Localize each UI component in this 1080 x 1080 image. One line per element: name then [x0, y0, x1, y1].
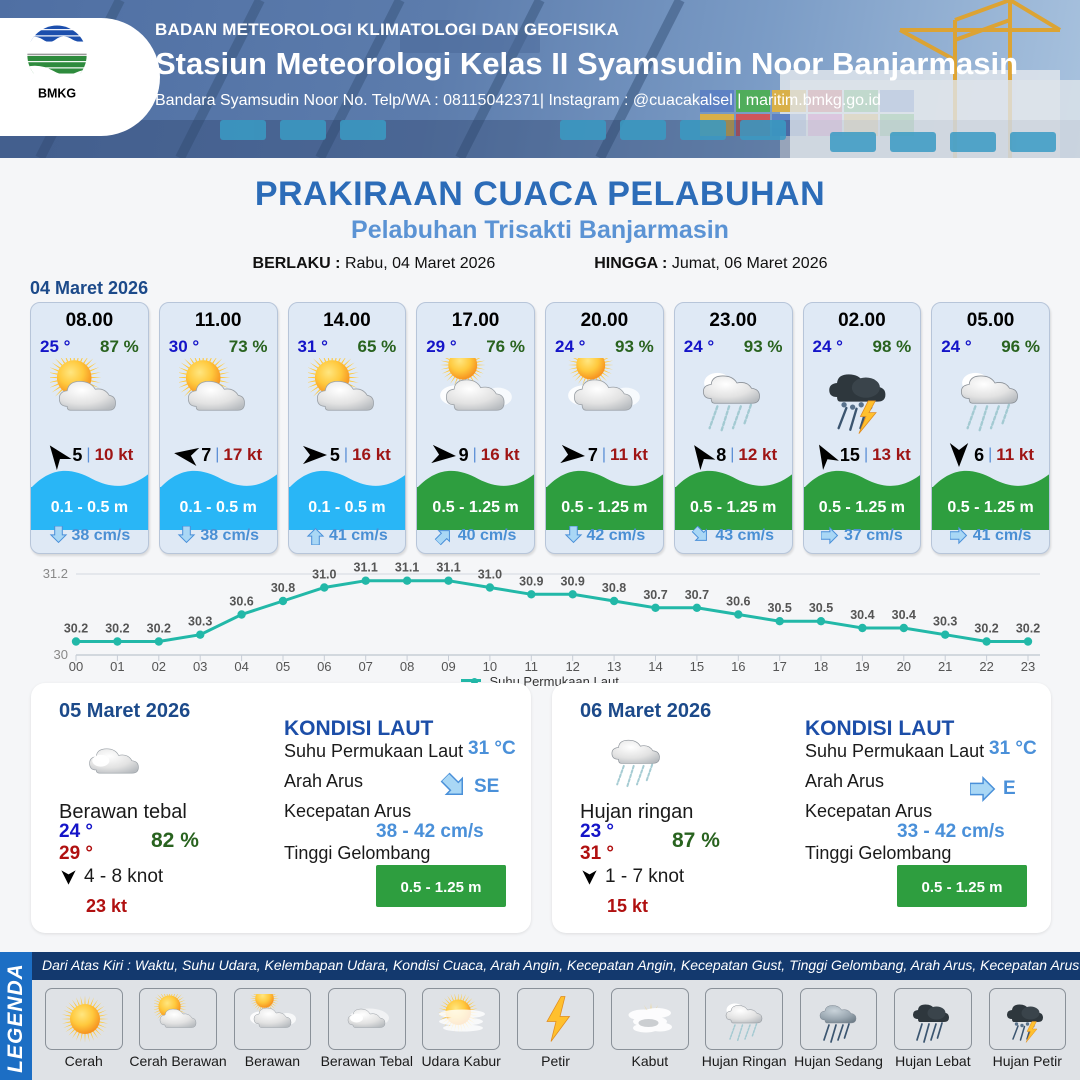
svg-text:31.2: 31.2: [43, 566, 68, 581]
svg-text:30.8: 30.8: [271, 581, 295, 595]
svg-text:30.2: 30.2: [147, 622, 171, 636]
svg-text:30.7: 30.7: [643, 588, 667, 602]
svg-text:30.6: 30.6: [229, 595, 253, 609]
svg-text:18: 18: [814, 659, 828, 674]
svg-text:31.1: 31.1: [436, 561, 460, 575]
svg-text:15: 15: [690, 659, 704, 674]
svg-text:03: 03: [193, 659, 207, 674]
svg-text:14: 14: [648, 659, 662, 674]
svg-text:07: 07: [358, 659, 372, 674]
svg-text:13: 13: [607, 659, 621, 674]
svg-text:31.1: 31.1: [395, 561, 419, 575]
svg-text:11: 11: [525, 659, 539, 674]
svg-text:01: 01: [110, 659, 124, 674]
svg-text:06: 06: [317, 659, 331, 674]
svg-text:16: 16: [731, 659, 745, 674]
svg-text:05: 05: [276, 659, 290, 674]
svg-text:09: 09: [441, 659, 455, 674]
svg-text:19: 19: [855, 659, 869, 674]
svg-text:12: 12: [565, 659, 579, 674]
svg-text:30.2: 30.2: [1016, 622, 1040, 636]
svg-text:30.9: 30.9: [519, 574, 543, 588]
svg-text:30.4: 30.4: [892, 608, 916, 622]
svg-text:30.6: 30.6: [726, 595, 750, 609]
svg-text:30.2: 30.2: [105, 622, 129, 636]
svg-text:30.3: 30.3: [188, 615, 212, 629]
svg-text:00: 00: [69, 659, 83, 674]
svg-text:30.5: 30.5: [768, 601, 792, 615]
svg-text:30.7: 30.7: [685, 588, 709, 602]
svg-text:02: 02: [152, 659, 166, 674]
svg-text:30.2: 30.2: [64, 622, 88, 636]
svg-text:BMKG: BMKG: [38, 86, 76, 100]
svg-text:23: 23: [1021, 659, 1035, 674]
svg-text:20: 20: [897, 659, 911, 674]
svg-text:21: 21: [938, 659, 952, 674]
svg-text:31.1: 31.1: [354, 561, 378, 575]
svg-text:08: 08: [400, 659, 414, 674]
svg-text:30.8: 30.8: [602, 581, 626, 595]
svg-text:31.0: 31.0: [478, 568, 502, 582]
svg-text:30: 30: [54, 647, 68, 662]
svg-text:30.3: 30.3: [933, 615, 957, 629]
svg-text:04: 04: [234, 659, 248, 674]
svg-text:17: 17: [772, 659, 786, 674]
svg-text:22: 22: [979, 659, 993, 674]
svg-text:10: 10: [483, 659, 497, 674]
svg-text:30.2: 30.2: [974, 622, 998, 636]
svg-text:30.4: 30.4: [850, 608, 874, 622]
svg-text:30.5: 30.5: [809, 601, 833, 615]
svg-text:31.0: 31.0: [312, 568, 336, 582]
svg-text:30.9: 30.9: [561, 574, 585, 588]
